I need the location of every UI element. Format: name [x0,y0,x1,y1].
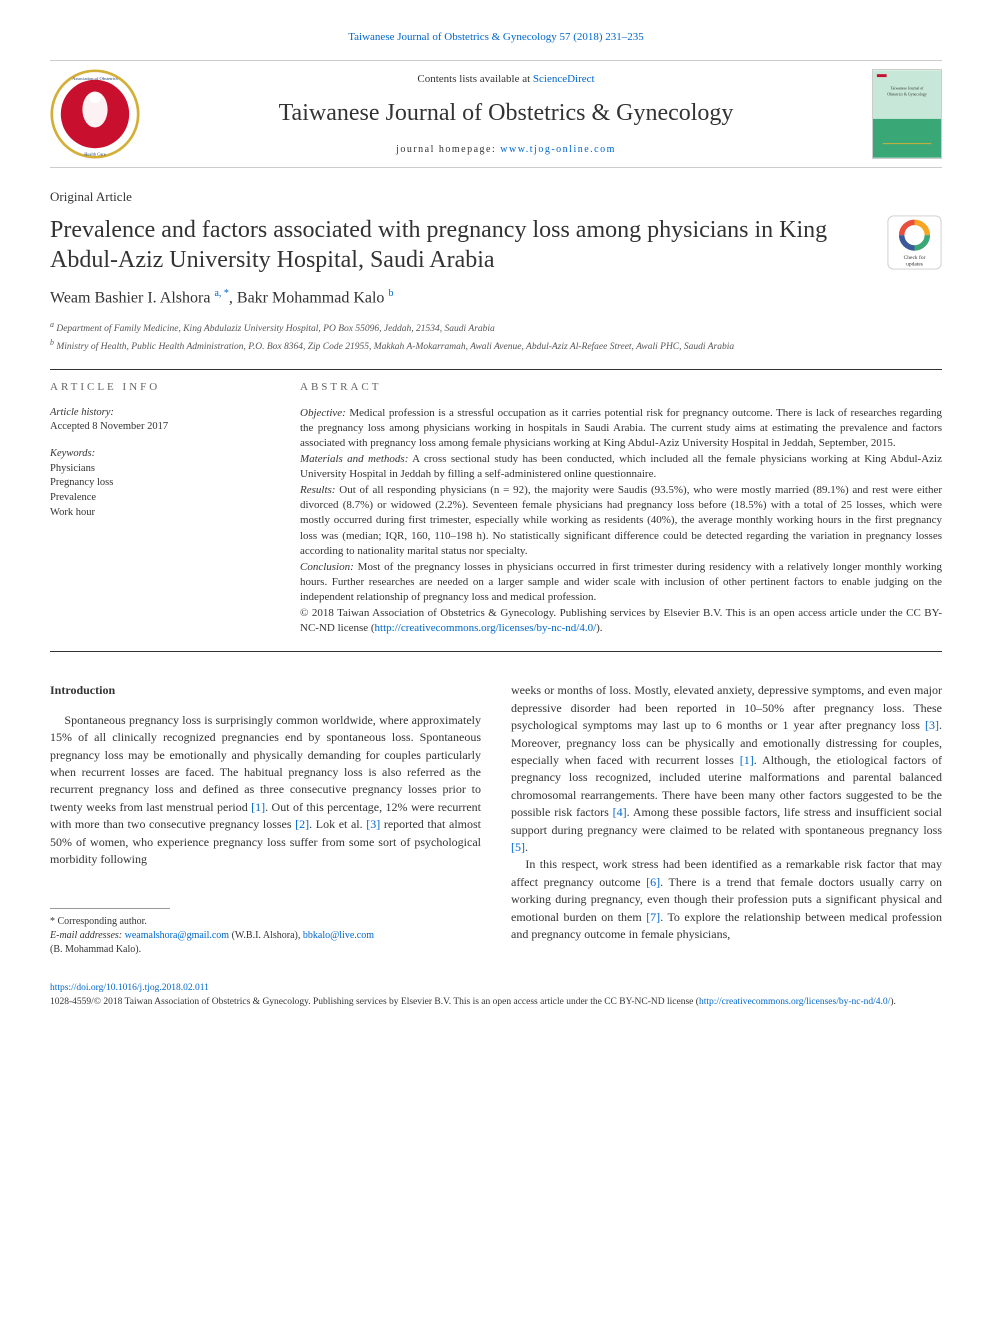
check-updates-badge[interactable]: Check for updates [887,215,942,270]
article-type: Original Article [50,188,942,206]
copyright-close: ). [596,622,602,634]
affiliation-b-text: Ministry of Health, Public Health Admini… [56,342,734,352]
homepage-line: journal homepage: www.tjog-online.com [140,143,872,157]
journal-name: Taiwanese Journal of Obstetrics & Gyneco… [140,97,872,131]
sciencedirect-link[interactable]: ScienceDirect [533,73,595,85]
introduction-heading: Introduction [50,682,481,699]
issn-line: 1028-4559/© 2018 Taiwan Association of O… [50,997,699,1007]
article-title: Prevalence and factors associated with p… [50,215,867,275]
history-label: Article history: [50,406,270,421]
p1-pre: Spontaneous pregnancy loss is surprising… [50,713,481,814]
authors: Weam Bashier I. Alshora a, *, Bakr Moham… [50,287,942,310]
email-2[interactable]: bbkalo@live.com [303,930,374,941]
journal-logo: Association of Obstetrics Health Care [50,69,140,159]
keyword: Physicians [50,462,270,477]
objective-label: Objective: [300,407,346,419]
p2-pre: weeks or months of loss. Mostly, elevate… [511,683,942,732]
conclusion-label: Conclusion: [300,561,354,573]
svg-text:updates: updates [906,261,923,267]
homepage-prefix: journal homepage: [396,144,500,155]
email-1-paren: (W.B.I. Alshora), [229,930,303,941]
ref-4[interactable]: [4] [613,805,627,819]
corresponding-footnote: * Corresponding author. E-mail addresses… [50,915,481,957]
history-value: Accepted 8 November 2017 [50,420,270,435]
footer-license-link[interactable]: http://creativecommons.org/licenses/by-n… [699,997,890,1007]
ref-3[interactable]: [3] [366,817,380,831]
article-info-column: ARTICLE INFO Article history: Accepted 8… [50,380,270,636]
citation-header: Taiwanese Journal of Obstetrics & Gyneco… [50,30,942,45]
doi-link[interactable]: https://doi.org/10.1016/j.tjog.2018.02.0… [50,983,209,993]
keywords-label: Keywords: [50,447,270,462]
svg-text:Association of Obstetrics: Association of Obstetrics [72,76,118,81]
corresponding-label: * Corresponding author. [50,915,481,929]
intro-para-2: weeks or months of loss. Mostly, elevate… [511,682,942,856]
p1-m2: . Lok et al. [309,817,366,831]
p2-end: . [525,840,528,854]
email-label: E-mail addresses: [50,930,125,941]
keyword: Work hour [50,506,270,521]
materials-label: Materials and methods: [300,453,408,465]
ref-1[interactable]: [1] [251,800,265,814]
ref-7[interactable]: [7] [646,910,660,924]
footer-close: ). [890,997,896,1007]
ref-5[interactable]: [5] [511,840,525,854]
svg-text:Obstetrics & Gynecology: Obstetrics & Gynecology [887,93,927,97]
email-2-paren: (B. Mohammad Kalo). [50,944,141,955]
homepage-link[interactable]: www.tjog-online.com [500,144,616,155]
intro-para-1: Spontaneous pregnancy loss is surprising… [50,712,481,869]
ref-1b[interactable]: [1] [740,753,754,767]
abstract-label: ABSTRACT [300,380,942,395]
body-section: Introduction Spontaneous pregnancy loss … [50,682,942,957]
keywords-block: Keywords: Physicians Pregnancy loss Prev… [50,447,270,520]
results-label: Results: [300,484,335,496]
affiliation-a-text: Department of Family Medicine, King Abdu… [56,324,494,334]
footer-block: https://doi.org/10.1016/j.tjog.2018.02.0… [50,982,942,1009]
journal-cover-thumbnail: Taiwanese Journal of Obstetrics & Gyneco… [872,69,942,159]
contents-prefix: Contents lists available at [417,73,532,85]
check-updates-label: Check for [904,254,926,261]
keyword: Pregnancy loss [50,476,270,491]
keyword: Prevalence [50,491,270,506]
affiliation-b: b Ministry of Health, Public Health Admi… [50,337,942,354]
footnote-separator [50,908,170,909]
citation-link[interactable]: Taiwanese Journal of Obstetrics & Gyneco… [348,31,644,43]
license-link[interactable]: http://creativecommons.org/licenses/by-n… [375,622,597,634]
svg-text:Health Care: Health Care [84,152,106,157]
intro-para-3: In this respect, work stress had been id… [511,856,942,943]
conclusion-text: Most of the pregnancy losses in physicia… [300,561,942,604]
abstract-text: Objective: Medical profession is a stres… [300,406,942,637]
affiliations: a Department of Family Medicine, King Ab… [50,319,942,354]
abstract-column: ABSTRACT Objective: Medical profession i… [300,380,942,636]
journal-header-box: Association of Obstetrics Health Care Co… [50,60,942,168]
ref-3b[interactable]: [3] [925,718,939,732]
ref-6[interactable]: [6] [646,875,660,889]
affiliation-a: a Department of Family Medicine, King Ab… [50,319,942,336]
email-1[interactable]: weamalshora@gmail.com [125,930,229,941]
article-history: Article history: Accepted 8 November 201… [50,406,270,435]
objective-text: Medical profession is a stressful occupa… [300,407,942,450]
article-info-label: ARTICLE INFO [50,380,270,395]
contents-line: Contents lists available at ScienceDirec… [140,72,872,87]
results-text: Out of all responding physicians (n = 92… [300,484,942,558]
svg-text:Taiwanese Journal of: Taiwanese Journal of [891,87,925,91]
header-center: Contents lists available at ScienceDirec… [140,72,872,157]
ref-2[interactable]: [2] [295,817,309,831]
